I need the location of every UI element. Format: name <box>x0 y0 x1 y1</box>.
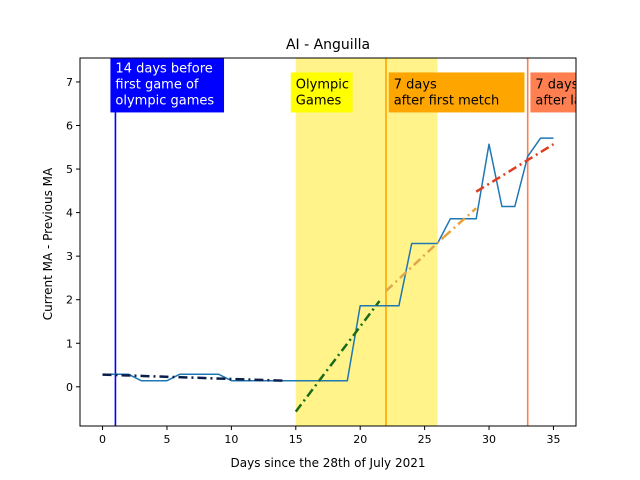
annotation-box <box>110 58 225 113</box>
plot-area <box>79 57 577 427</box>
annotation-text: olympic games <box>115 93 214 108</box>
trend-line-4 <box>443 207 478 238</box>
y-tick-label: 2 <box>66 294 73 307</box>
annotation-box <box>290 72 353 113</box>
vertical-markers <box>114 58 529 426</box>
annotation-box <box>530 72 576 113</box>
y-axis-ticks: 0 1 2 3 4 5 6 7 <box>66 76 80 394</box>
y-tick-label: 3 <box>66 250 73 263</box>
x-tick-label: 35 <box>546 433 560 446</box>
annotation-text: 7 days <box>535 77 578 92</box>
annotation-box <box>388 72 525 113</box>
annotation-text: 7 days <box>394 77 437 92</box>
y-tick-label: 0 <box>66 381 73 394</box>
x-tick-label: 5 <box>163 433 170 446</box>
annotation-text: Games <box>296 93 342 108</box>
trend-line-3 <box>385 236 445 292</box>
y-tick-label: 6 <box>66 120 73 133</box>
annotation-text: after last match <box>535 93 639 108</box>
x-axis-label: Days since the 28th of July 2021 <box>231 456 426 470</box>
y-tick-label: 7 <box>66 76 73 89</box>
annotation-text: Olympic <box>296 77 349 92</box>
trend-line-5 <box>475 143 555 193</box>
chart-title: AI - Anguilla <box>286 37 370 53</box>
highlight-spans <box>295 58 438 426</box>
annotation-text: after first metch <box>394 93 500 108</box>
x-tick-label: 25 <box>418 433 432 446</box>
x-tick-label: 15 <box>289 433 303 446</box>
series-lines <box>102 137 555 413</box>
annotation-text: 14 days before <box>115 61 212 76</box>
olympic-games-span <box>295 58 438 426</box>
annotation-text: first game of <box>115 77 199 92</box>
y-axis-label: Current MA - Previous MA <box>41 167 55 320</box>
x-tick-label: 20 <box>353 433 367 446</box>
x-tick-label: 0 <box>99 433 106 446</box>
data-series-line <box>102 137 554 382</box>
x-axis-ticks: 0 5 10 15 20 25 30 35 <box>99 426 560 446</box>
y-tick-label: 5 <box>66 163 73 176</box>
x-tick-label: 10 <box>224 433 238 446</box>
trend-line-1 <box>102 373 283 382</box>
x-tick-label: 30 <box>482 433 496 446</box>
y-tick-label: 1 <box>66 337 73 350</box>
trend-line-2 <box>294 300 381 413</box>
y-tick-label: 4 <box>66 207 73 220</box>
